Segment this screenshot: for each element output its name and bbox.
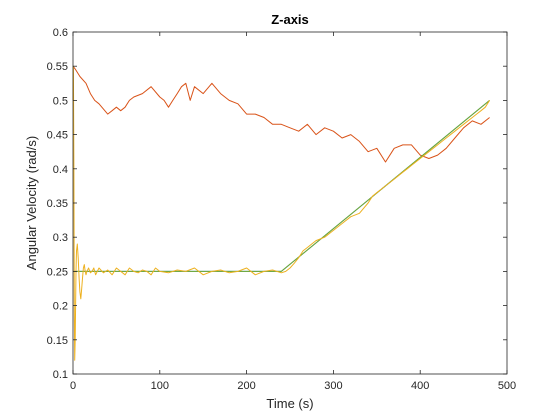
x-tick-label: 200 (237, 380, 255, 392)
plot-background (73, 32, 507, 374)
x-tick-label: 300 (324, 380, 342, 392)
y-tick-label: 0.4 (53, 164, 68, 176)
series-line-0 (72, 65, 490, 163)
y-tick-label: 0.35 (47, 198, 68, 210)
y-tick-label: 0.1 (53, 369, 68, 381)
series-line-2 (73, 100, 490, 272)
y-tick-label: 0.3 (53, 232, 68, 244)
y-tick-label: 0.2 (53, 301, 68, 313)
x-tick-label: 500 (498, 380, 516, 392)
y-tick-label: 0.6 (53, 27, 68, 39)
series-layer (72, 65, 491, 361)
x-tick-label: 400 (411, 380, 429, 392)
y-axis-ticks: 0.1 0.15 0.2 0.25 0.3 0.35 0.4 0.45 0.5 0.55 0.6 (47, 27, 507, 381)
x-axis-ticks: 0 100 200 300 400 500 (70, 32, 516, 392)
y-tick-label: 0.5 (53, 95, 68, 107)
y-axis-label: Angular Velocity (rad/s) (24, 136, 39, 270)
series-line-3 (72, 65, 491, 361)
y-tick-label: 0.45 (47, 130, 68, 142)
y-tick-label: 0.25 (47, 266, 68, 278)
x-axis-label: Time (s) (266, 396, 313, 411)
chart-title: Z-axis (271, 12, 309, 27)
x-tick-label: 100 (151, 380, 169, 392)
x-tick-label: 0 (70, 380, 76, 392)
y-tick-label: 0.55 (47, 61, 68, 73)
y-tick-label: 0.15 (47, 335, 68, 347)
